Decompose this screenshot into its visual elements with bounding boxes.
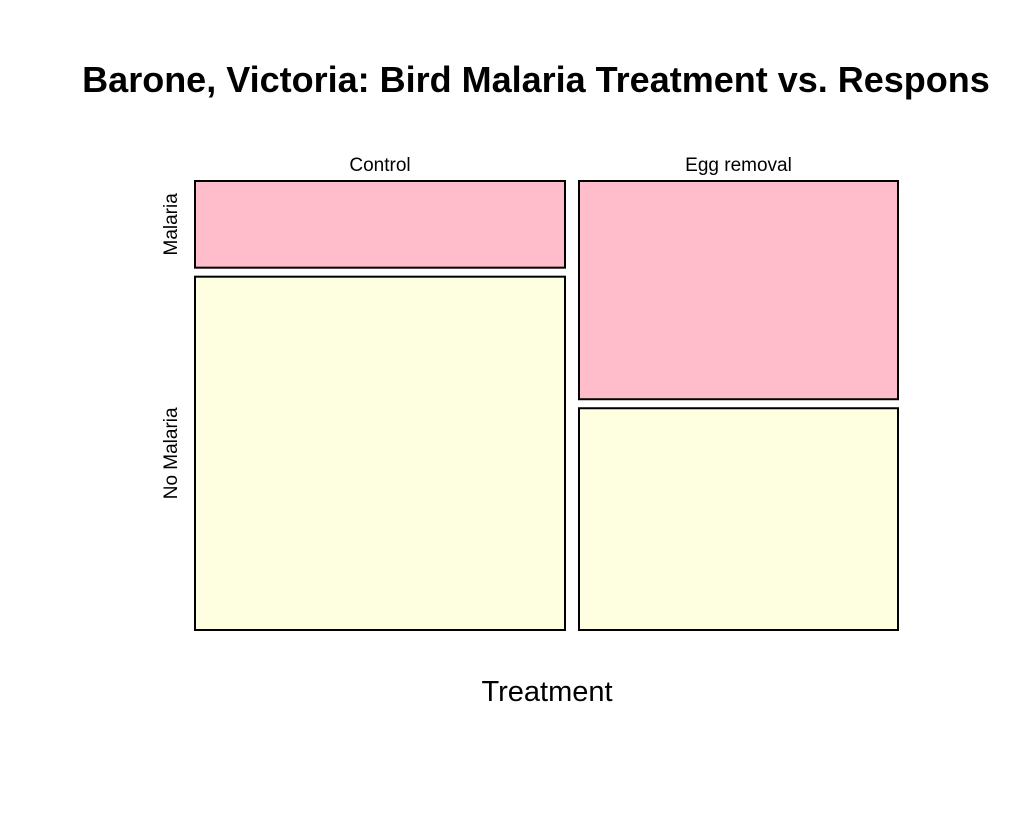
mosaic-tiles: [194, 180, 899, 631]
row-label-no-malaria: No Malaria: [161, 407, 182, 499]
tile-egg-removal-no-malaria: [577, 407, 899, 631]
chart-title: Barone, Victoria: Bird Malaria Treatment…: [82, 59, 990, 100]
tile-control-malaria: [194, 180, 566, 269]
x-axis-label: Treatment: [481, 676, 612, 708]
tile-egg-removal-malaria: [577, 180, 899, 401]
category-label-egg-removal: Egg removal: [685, 155, 792, 176]
category-label-control: Control: [349, 155, 410, 176]
row-label-malaria: Malaria: [161, 193, 182, 256]
mosaic-labels: Control Egg removal Malaria No Malaria: [161, 155, 792, 499]
tile-control-no-malaria: [194, 275, 566, 631]
